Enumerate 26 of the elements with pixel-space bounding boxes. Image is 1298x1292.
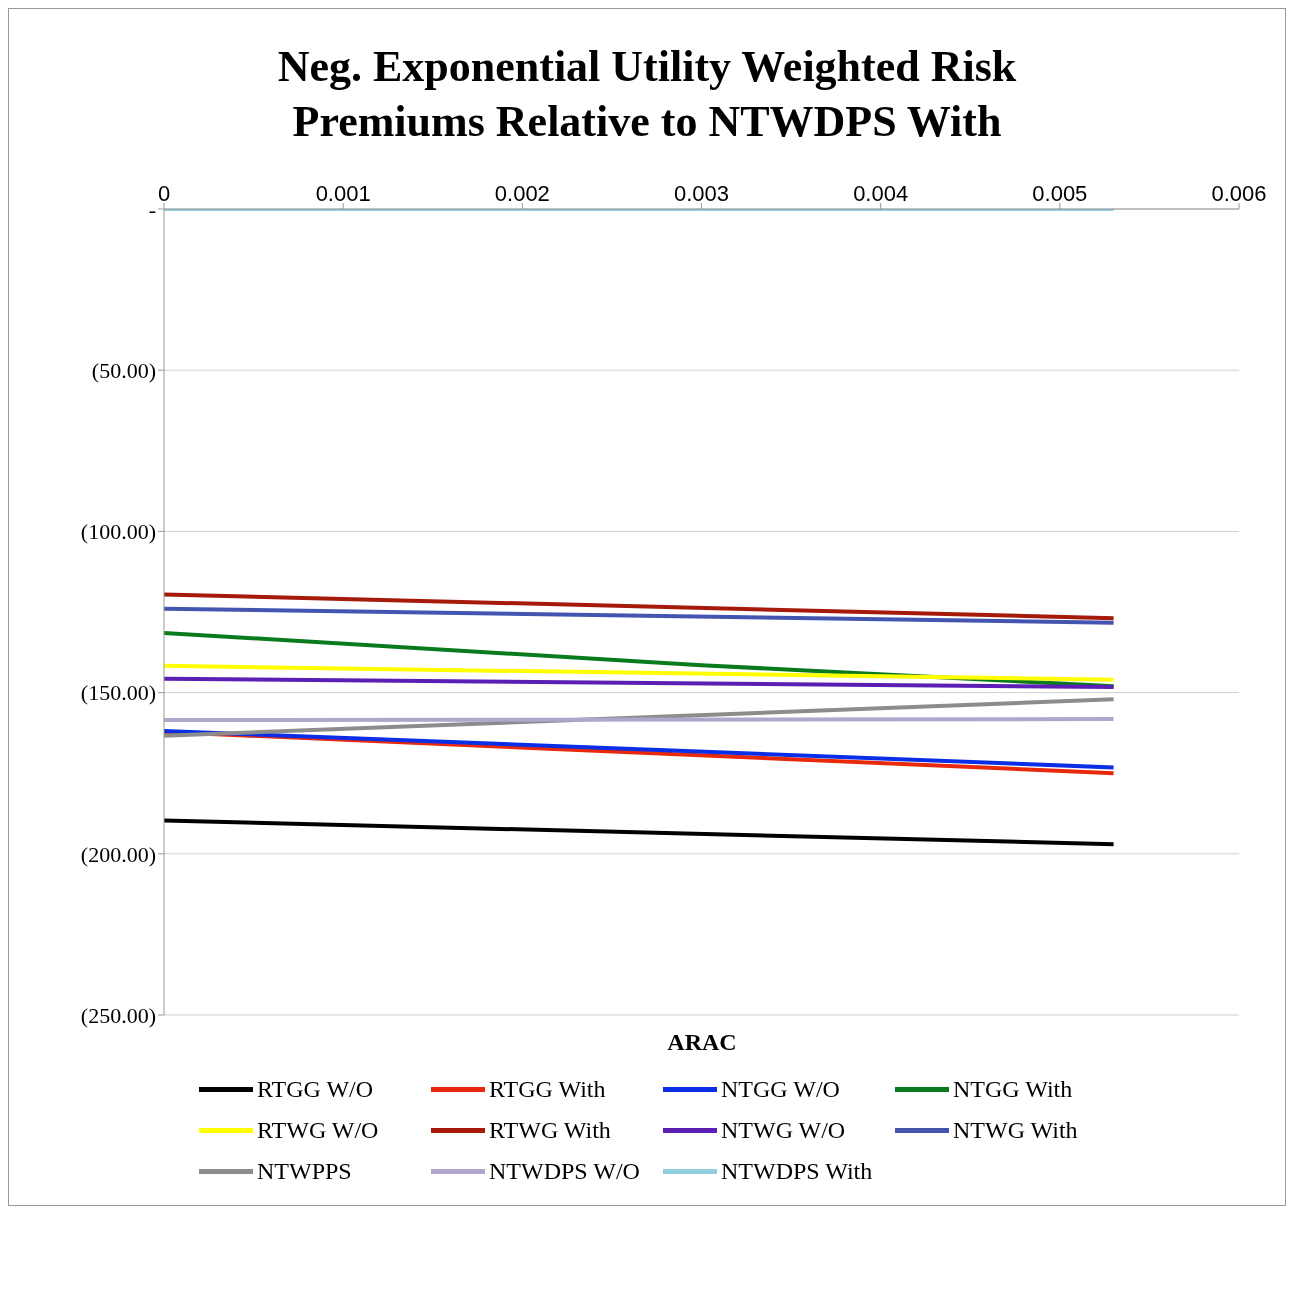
legend-label: RTWG W/O xyxy=(257,1117,379,1144)
y-tick-label: (150.00) xyxy=(80,680,156,706)
x-tick-label: 0.004 xyxy=(853,181,909,206)
y-tick-label: (200.00) xyxy=(80,841,156,867)
x-tick-label: 0.002 xyxy=(494,181,550,206)
legend-label: NTWDPS W/O xyxy=(489,1158,640,1185)
x-tick-label: 0.005 xyxy=(1032,181,1088,206)
y-tick-label: - xyxy=(148,196,156,222)
y-tick-label: (50.00) xyxy=(91,358,156,384)
x-tick-label: 0.001 xyxy=(315,181,371,206)
x-axis-title: ARAC xyxy=(666,1029,738,1056)
x-tick-label: 0.003 xyxy=(673,181,730,206)
legend-label: RTWG With xyxy=(489,1117,611,1144)
legend-label: RTGG W/O xyxy=(257,1076,374,1103)
legend-label: RTGG With xyxy=(489,1076,606,1103)
legend-label: NTGG With xyxy=(953,1076,1073,1103)
x-tick-label: 0 xyxy=(157,181,171,206)
legend-label: NTWG W/O xyxy=(721,1117,846,1144)
legend-label: NTGG W/O xyxy=(721,1076,840,1103)
legend-label: NTWG With xyxy=(953,1117,1078,1144)
y-tick-label: (100.00) xyxy=(80,519,156,545)
chart-title: Neg. Exponential Utility Weighted Risk Premiums Relative to NTWDPS With xyxy=(276,41,1018,148)
x-tick-label: 0.006 xyxy=(1211,181,1267,206)
legend-label: NTWDPS With xyxy=(721,1158,873,1185)
legend-label: NTWPPS xyxy=(257,1158,352,1185)
y-tick-label: (250.00) xyxy=(80,1002,156,1028)
